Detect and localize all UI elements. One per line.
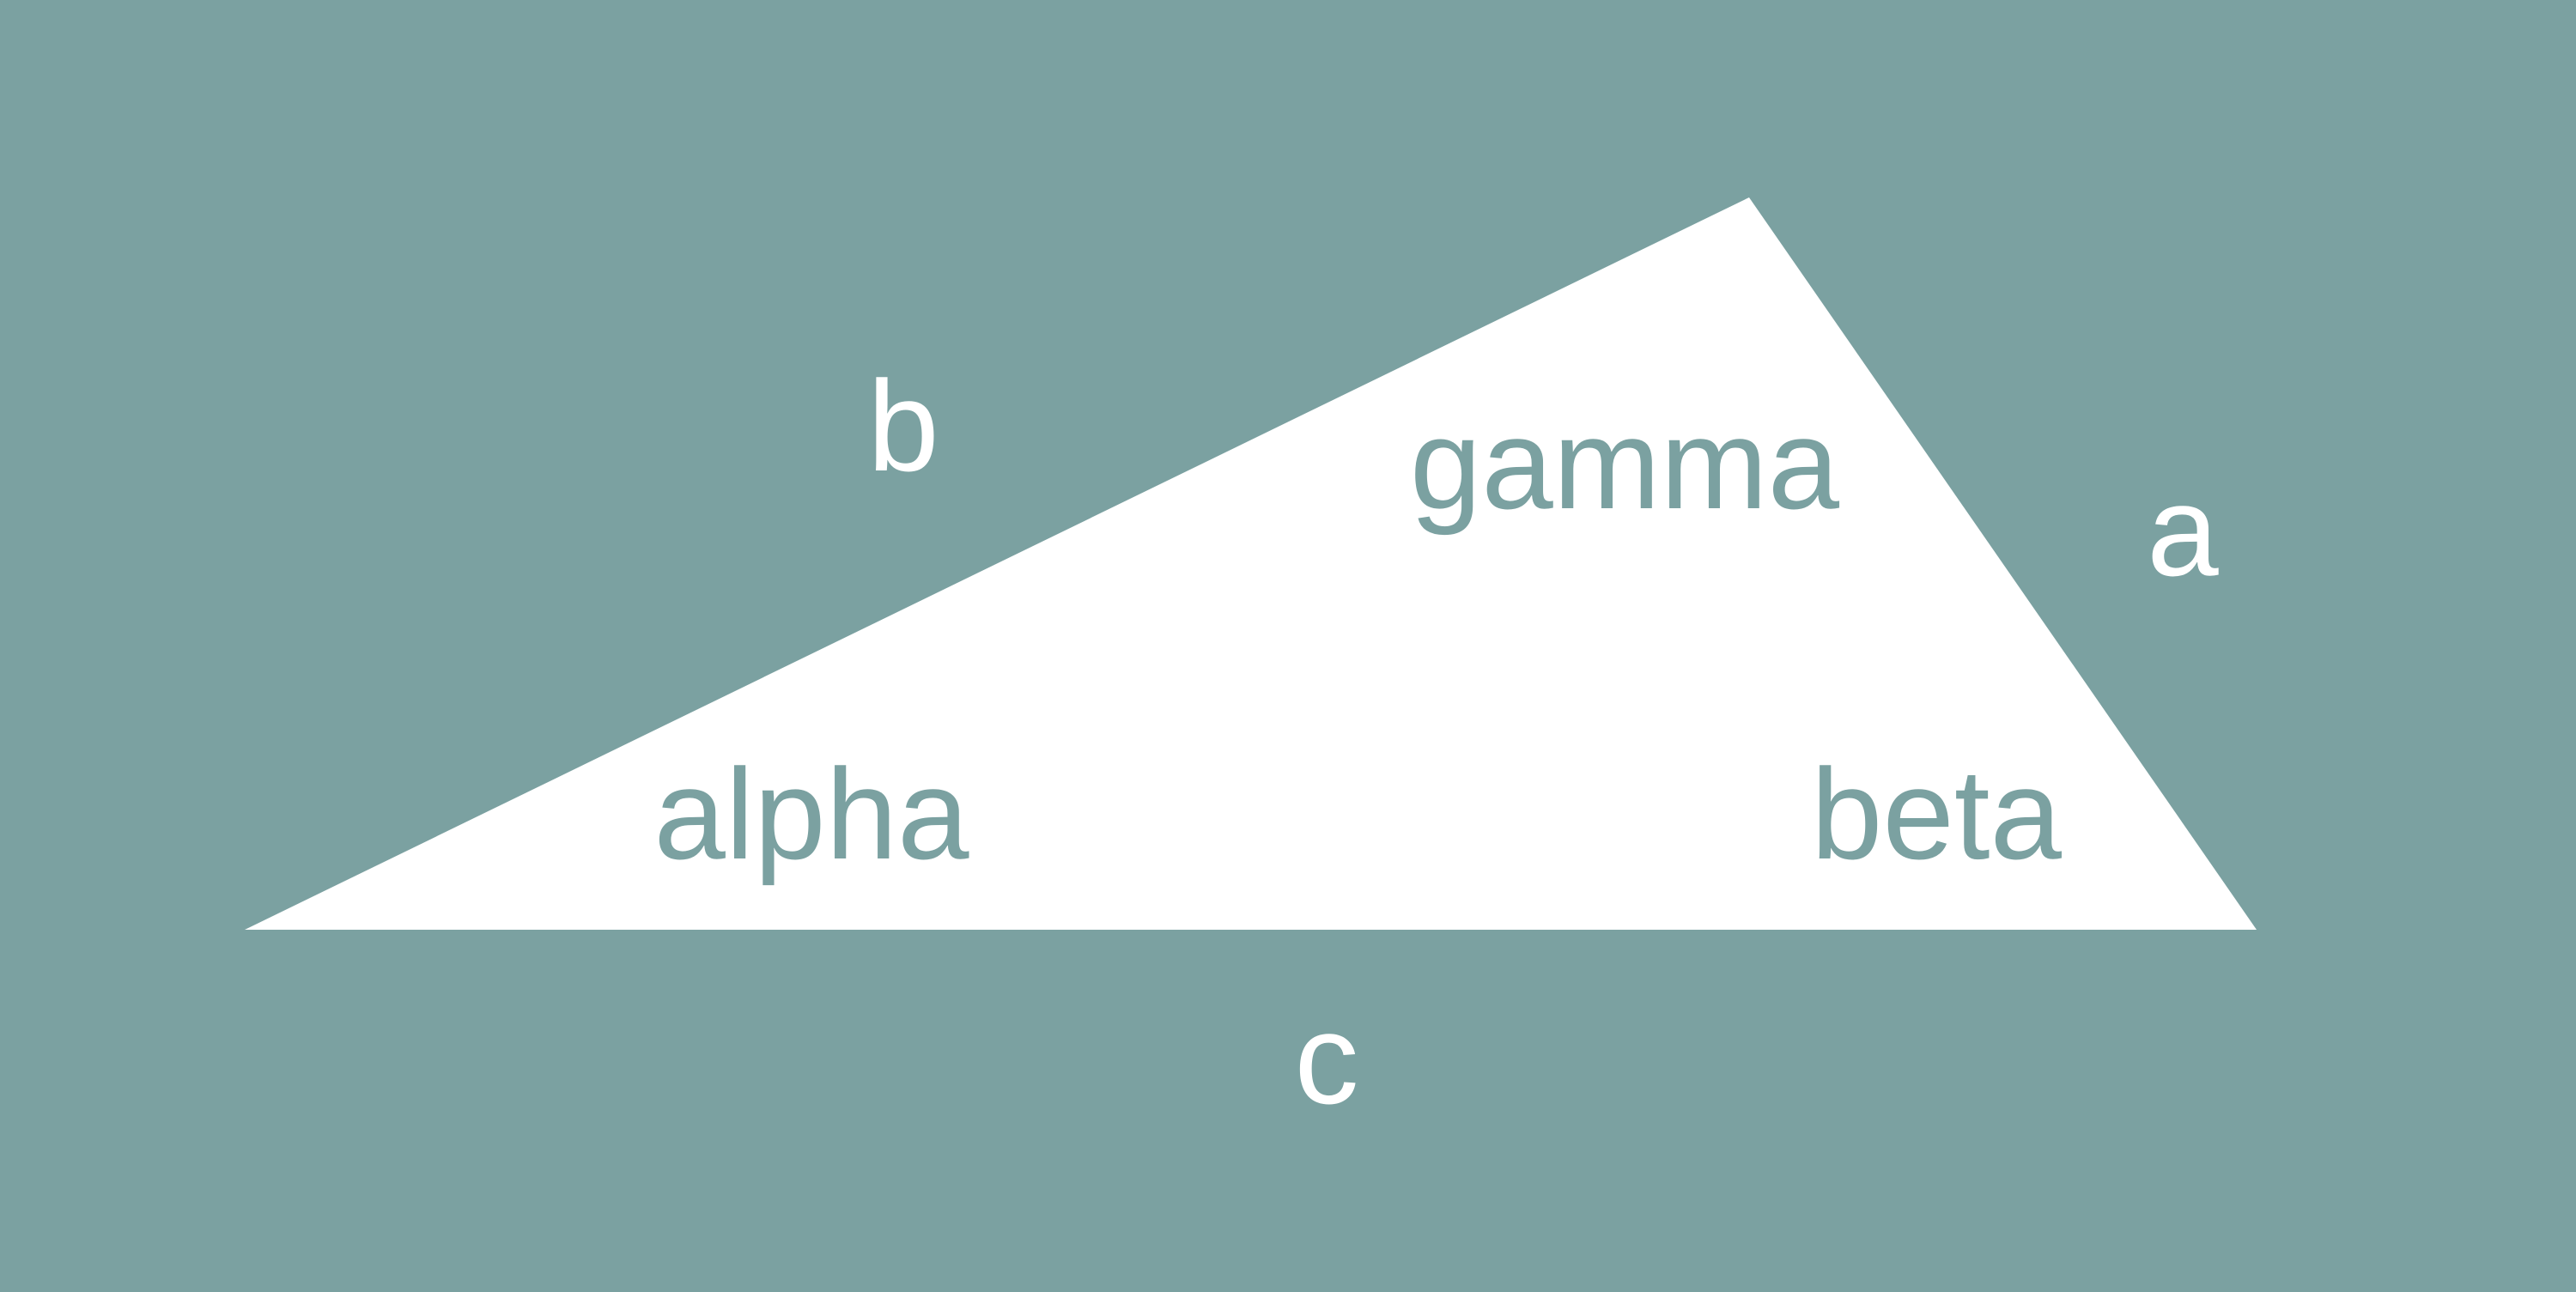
angle-label-beta: beta bbox=[1811, 742, 2063, 886]
side-label-a: a bbox=[2147, 458, 2219, 603]
side-label-c: c bbox=[1295, 986, 1359, 1131]
angle-label-gamma: gamma bbox=[1410, 391, 1840, 536]
angle-label-alpha: alpha bbox=[653, 742, 969, 886]
triangle bbox=[245, 197, 2257, 930]
side-label-b: b bbox=[867, 354, 939, 498]
